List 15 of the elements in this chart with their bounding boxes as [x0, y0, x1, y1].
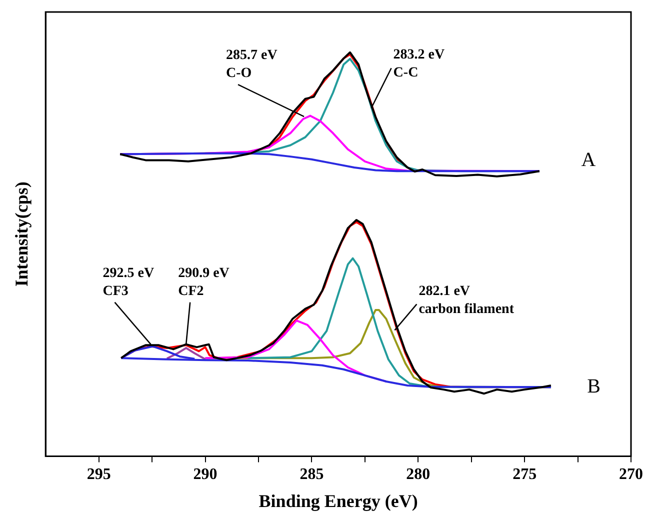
x-tick-label: 285 [300, 466, 324, 483]
x-tick-label: 290 [193, 466, 218, 483]
annotation: A [581, 149, 596, 172]
annotation: 292.5 eV CF3 [102, 266, 154, 299]
x-tick-label: 295 [86, 466, 111, 483]
annotation: B [587, 376, 600, 398]
annotation: 282.1 eV carbon filament [418, 284, 514, 317]
x-tick-label: 270 [619, 466, 643, 483]
annotation: 290.9 eV CF2 [178, 266, 230, 299]
annotation: 285.7 eV C-O [226, 48, 278, 82]
x-tick-label: 275 [512, 466, 537, 483]
y-axis-title: Intensity(cps) [11, 182, 32, 287]
x-tick-label: 280 [406, 466, 430, 483]
annotation: 283.2 eV C-C [393, 48, 445, 81]
x-axis-title: Binding Energy (eV) [258, 490, 418, 511]
